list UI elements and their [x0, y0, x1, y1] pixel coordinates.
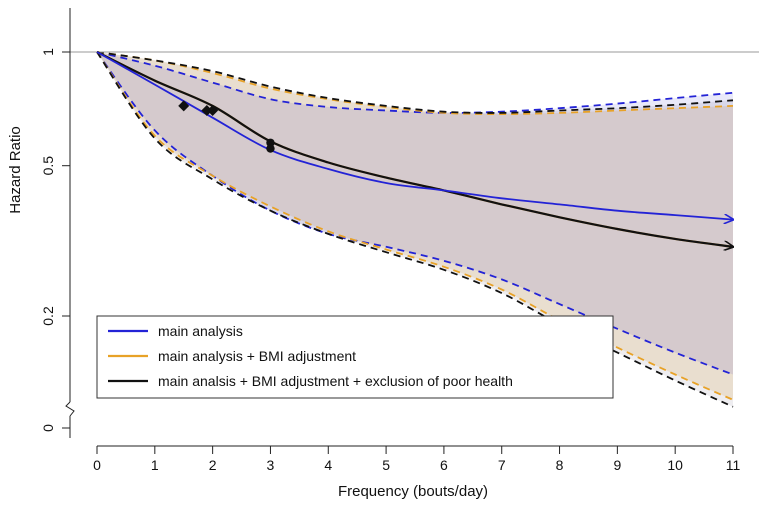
y-axis-title: Hazard Ratio [7, 126, 24, 214]
x-axis: 0 1 2 3 4 5 6 7 8 9 10 11 [93, 445, 741, 473]
y-tick-label: 0.5 [40, 156, 56, 176]
y-axis-break-mark [65, 401, 75, 417]
confidence-interval-lines [96, 51, 734, 408]
x-tick-label: 10 [667, 457, 683, 473]
legend-label-bmi-adjustment: main analysis + BMI adjustment [158, 348, 356, 364]
x-tick-label: 8 [556, 457, 564, 473]
ci-upper-line-main-analsis-bmi-adjustment-exclusion-of-poor-health [96, 51, 734, 114]
x-tick-label: 5 [382, 457, 390, 473]
x-tick-label: 3 [267, 457, 275, 473]
circle-marker [266, 138, 275, 147]
x-tick-label: 9 [613, 457, 621, 473]
series-line-main-analysis [96, 51, 733, 220]
legend: main analysis main analysis + BMI adjust… [96, 315, 614, 399]
x-tick-label: 7 [498, 457, 506, 473]
circle-marker [266, 144, 275, 153]
data-markers [178, 100, 275, 153]
x-tick-label: 2 [209, 457, 217, 473]
series-line-main-analsis-bmi-adjustment-exclusion-of-poor-health [96, 51, 733, 247]
ci-lower-line-main-analsis-bmi-adjustment-exclusion-of-poor-health [96, 51, 734, 408]
y-axis: 0 0.2 0.5 1 [40, 8, 75, 438]
y-tick-label: 0.2 [40, 306, 56, 326]
diamond-marker [178, 100, 190, 112]
x-axis-title: Frequency (bouts/day) [338, 483, 488, 500]
ci-lower-line-main-analysis [96, 51, 734, 376]
legend-label-exclusion-poor-health: main analsis + BMI adjustment + exclusio… [158, 373, 513, 389]
series-lines [96, 51, 733, 247]
diamond-marker [207, 105, 219, 117]
diamond-marker [201, 105, 213, 117]
y-tick-label: 0 [40, 424, 56, 432]
y-tick-label: 1 [40, 48, 56, 56]
x-tick-label: 1 [151, 457, 159, 473]
ci-upper-line-main-analysis-bmi-adjustment [96, 51, 734, 116]
x-tick-label: 11 [726, 457, 741, 473]
x-tick-label: 4 [324, 457, 332, 473]
legend-label-main-analysis: main analysis [158, 323, 243, 339]
x-tick-label: 0 [93, 457, 101, 473]
legend-box [96, 315, 614, 399]
x-tick-label: 6 [440, 457, 448, 473]
ci-upper-line-main-analysis [96, 51, 734, 114]
ci-lower-line-main-analysis-bmi-adjustment [96, 51, 734, 401]
ci-band-main-analysis-bmi-adjustment [97, 52, 733, 400]
